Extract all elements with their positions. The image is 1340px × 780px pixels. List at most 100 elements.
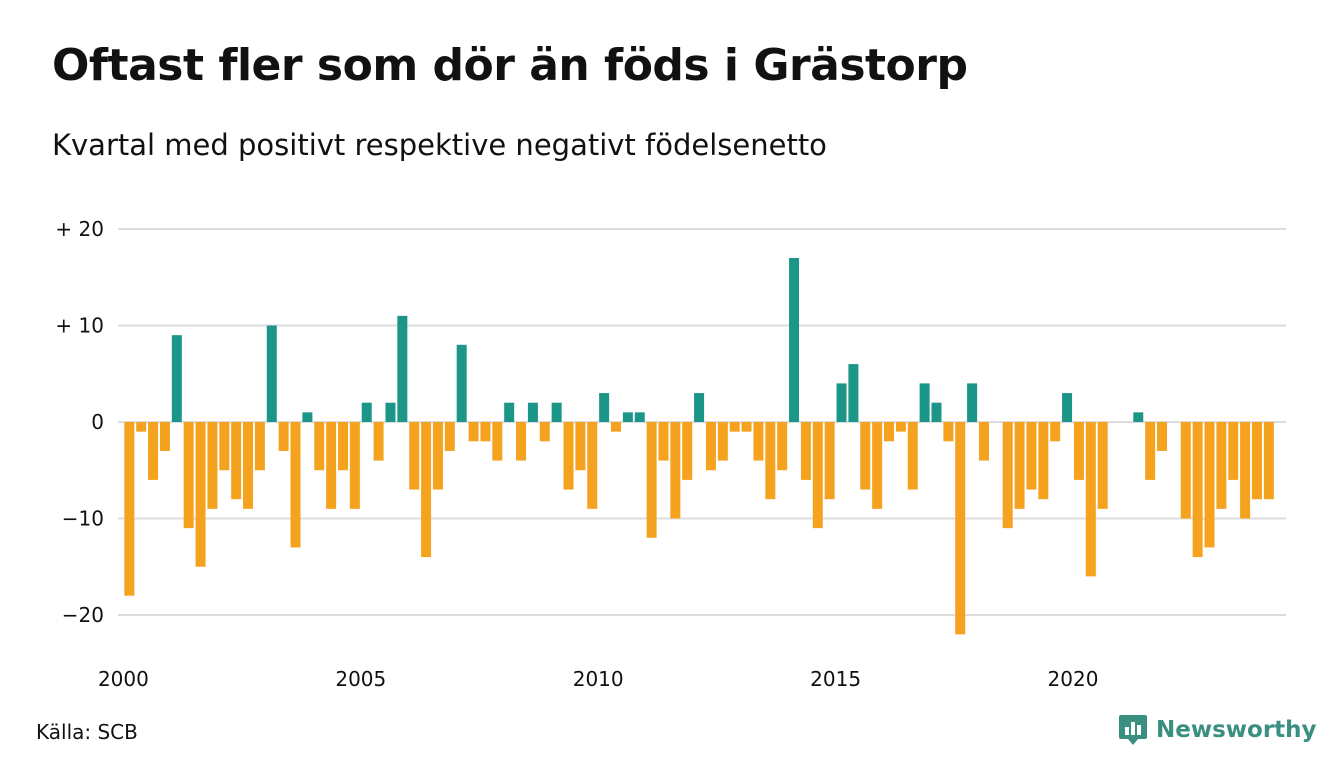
bar-negative	[1014, 422, 1025, 509]
bar-positive	[848, 364, 859, 422]
bar-negative	[1026, 422, 1037, 490]
bar-positive	[361, 402, 372, 422]
bar-positive	[836, 383, 847, 422]
bar-negative	[183, 422, 194, 529]
y-tick-label: 0	[91, 410, 104, 434]
bar-positive	[1133, 412, 1144, 422]
y-tick-label: −20	[62, 603, 104, 627]
bar-negative	[682, 422, 693, 480]
bar-negative	[1002, 422, 1013, 529]
x-tick-label: 2015	[810, 667, 861, 691]
bar-negative	[231, 422, 242, 500]
bar-negative	[895, 422, 906, 432]
brand-name: Newsworthy	[1156, 717, 1317, 743]
bar-negative	[1145, 422, 1156, 480]
bar-negative	[326, 422, 337, 509]
bar-positive	[551, 402, 562, 422]
chart-subtitle: Kvartal med positivt respektive negativt…	[52, 128, 827, 162]
bar-positive	[634, 412, 645, 422]
bar-negative	[314, 422, 325, 471]
bar-negative	[1085, 422, 1096, 577]
bar-negative	[195, 422, 206, 567]
bar-negative	[943, 422, 954, 442]
bar-negative	[136, 422, 147, 432]
bar-negative	[219, 422, 230, 471]
bar-negative	[717, 422, 728, 461]
bar-negative	[1097, 422, 1108, 509]
x-tick-label: 2005	[335, 667, 386, 691]
bar-positive	[504, 402, 515, 422]
bar-negative	[860, 422, 871, 490]
bar-negative	[884, 422, 895, 442]
bar-positive	[527, 402, 538, 422]
bar-negative	[1263, 422, 1274, 500]
bar-negative	[575, 422, 586, 471]
bar-negative	[1038, 422, 1049, 500]
x-tick-label: 2020	[1048, 667, 1099, 691]
bar-negative	[1073, 422, 1084, 480]
bar-negative	[421, 422, 432, 558]
bar-negative	[432, 422, 443, 490]
bar-negative	[955, 422, 966, 635]
bar-negative	[1251, 422, 1262, 500]
bar-negative	[1240, 422, 1251, 519]
bar-negative	[1204, 422, 1215, 548]
bar-positive	[266, 325, 277, 422]
bar-negative	[1180, 422, 1191, 519]
bar-positive	[931, 402, 942, 422]
bar-negative	[978, 422, 989, 461]
bar-negative	[646, 422, 657, 538]
bar-positive	[694, 393, 705, 422]
bar-negative	[349, 422, 360, 509]
bar-negative	[872, 422, 883, 509]
bar-negative	[480, 422, 491, 442]
bar-negative	[148, 422, 159, 480]
bar-negative	[243, 422, 254, 509]
bar-positive	[171, 335, 182, 422]
bar-negative	[705, 422, 716, 471]
bar-negative	[824, 422, 835, 500]
bar-negative	[800, 422, 811, 480]
bar-negative	[729, 422, 740, 432]
bar-negative	[278, 422, 289, 451]
bar-negative	[1216, 422, 1227, 509]
bar-positive	[1062, 393, 1073, 422]
bar-negative	[373, 422, 384, 461]
bar-negative	[563, 422, 574, 490]
y-tick-label: −10	[62, 507, 104, 531]
bar-positive	[622, 412, 633, 422]
y-tick-label: + 10	[55, 314, 104, 338]
bar-negative	[468, 422, 479, 442]
bar-chart-logo-icon	[1119, 715, 1147, 745]
bar-negative	[159, 422, 170, 451]
source-note: Källa: SCB	[36, 720, 138, 744]
bar-positive	[302, 412, 313, 422]
bar-negative	[207, 422, 218, 509]
brand-logo[interactable]: Newsworthy	[1118, 714, 1317, 746]
bar-positive	[456, 344, 467, 422]
bar-negative	[444, 422, 455, 451]
bar-negative	[753, 422, 764, 461]
bar-negative	[907, 422, 918, 490]
bar-negative	[1157, 422, 1168, 451]
y-axis-ticks: + 20 + 10 0 −10 −20	[55, 217, 104, 627]
bar-negative	[492, 422, 503, 461]
bar-negative	[587, 422, 598, 509]
x-tick-label: 2010	[573, 667, 624, 691]
x-axis-ticks: 2000 2005 2010 2015 2020	[98, 667, 1099, 691]
bar-negative	[1228, 422, 1239, 480]
bar-positive	[919, 383, 930, 422]
bar-negative	[254, 422, 265, 471]
bar-negative	[777, 422, 788, 471]
bar-negative	[539, 422, 550, 442]
bar-chart: + 20 + 10 0 −10 −20 2000 2005 2010 2015 2020	[55, 217, 1286, 691]
bar-positive	[385, 402, 396, 422]
bar-negative	[1192, 422, 1203, 558]
bar-negative	[124, 422, 135, 596]
bar-positive	[397, 315, 408, 422]
bar-negative	[409, 422, 420, 490]
x-tick-label: 2000	[98, 667, 149, 691]
bar-negative	[516, 422, 527, 461]
bar-negative	[338, 422, 348, 471]
chart-title: Oftast fler som dör än föds i Grästorp	[52, 40, 968, 91]
